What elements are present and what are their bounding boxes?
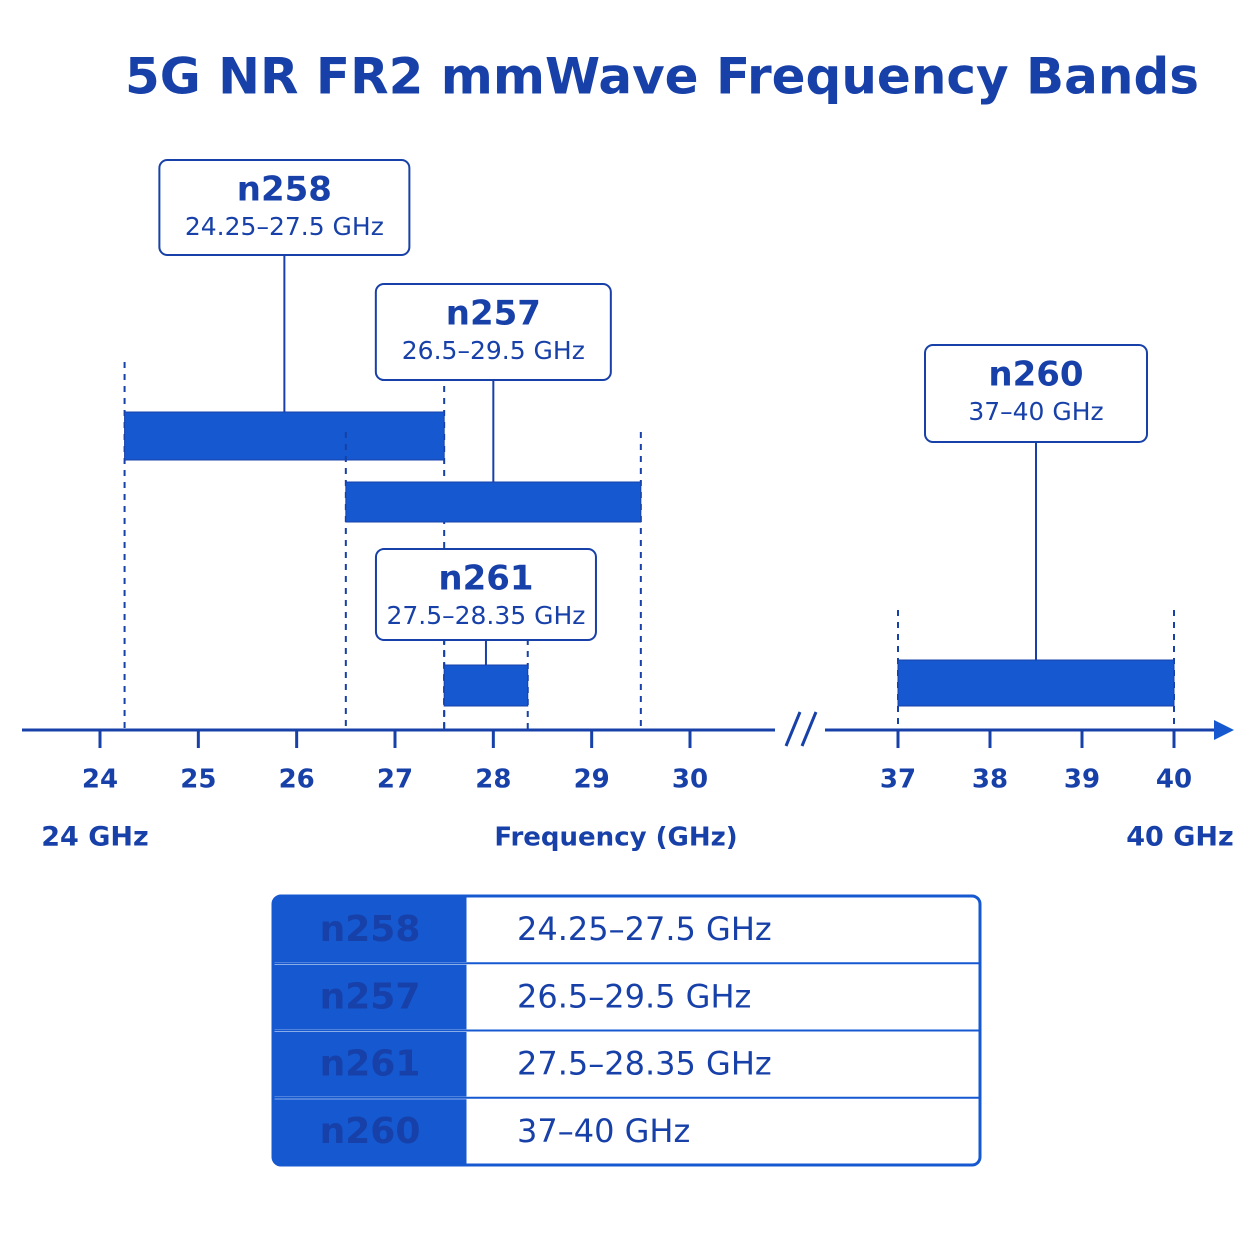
- band-range: 26.5–29.5 GHz: [402, 336, 585, 365]
- label-box: [158, 159, 411, 256]
- table-range: 37–40 GHz: [517, 1112, 690, 1150]
- label-box: [924, 344, 1148, 443]
- start-label: 24 GHz: [41, 822, 148, 853]
- x-tick-label: 30: [672, 765, 708, 795]
- x-tick-label: 25: [180, 765, 216, 795]
- band-name: n257: [446, 294, 541, 334]
- x-tick-label: 40: [1156, 765, 1192, 795]
- x-tick-label: 39: [1064, 765, 1100, 795]
- band-bar: [897, 659, 1175, 707]
- end-label: 40 GHz: [1126, 822, 1233, 853]
- table-name: n261: [320, 1044, 421, 1085]
- band-bar: [443, 664, 529, 707]
- axis-arrow: [1214, 720, 1234, 740]
- band-range: 27.5–28.35 GHz: [386, 601, 585, 630]
- table-name-cell: [274, 964, 467, 1030]
- band-bar: [124, 411, 445, 461]
- table-name-cell: [274, 1032, 467, 1097]
- table-name: n260: [320, 1111, 421, 1152]
- x-tick-label: 27: [377, 765, 413, 795]
- label-box: [374, 548, 597, 641]
- x-tick-label: 28: [475, 765, 511, 795]
- table-range: 26.5–29.5 GHz: [517, 977, 751, 1015]
- band-range: 37–40 GHz: [968, 397, 1103, 426]
- axis-break: [800, 711, 818, 747]
- table-name: n257: [320, 976, 421, 1017]
- band-name: n260: [988, 355, 1083, 395]
- band-name: n258: [237, 170, 332, 210]
- title: 5G NR FR2 mmWave Frequency Bands: [125, 48, 1199, 106]
- x-tick-label: 29: [574, 765, 610, 795]
- x-tick-label: 38: [972, 765, 1008, 795]
- band-name: n261: [438, 559, 533, 599]
- table-name-cell: [274, 897, 467, 962]
- table-name-cell: [274, 1099, 467, 1164]
- table-range: 27.5–28.35 GHz: [517, 1045, 772, 1083]
- table-name: n258: [320, 909, 421, 950]
- x-tick-label: 37: [880, 765, 916, 795]
- band-range: 24.25–27.5 GHz: [185, 212, 384, 241]
- x-axis-label: Frequency (GHz): [494, 823, 737, 853]
- axis-break: [784, 711, 802, 747]
- label-box: [374, 283, 612, 381]
- x-tick-label: 26: [279, 765, 315, 795]
- table-range: 24.25–27.5 GHz: [517, 910, 772, 948]
- x-tick-label: 24: [82, 765, 118, 795]
- band-bar: [345, 481, 642, 523]
